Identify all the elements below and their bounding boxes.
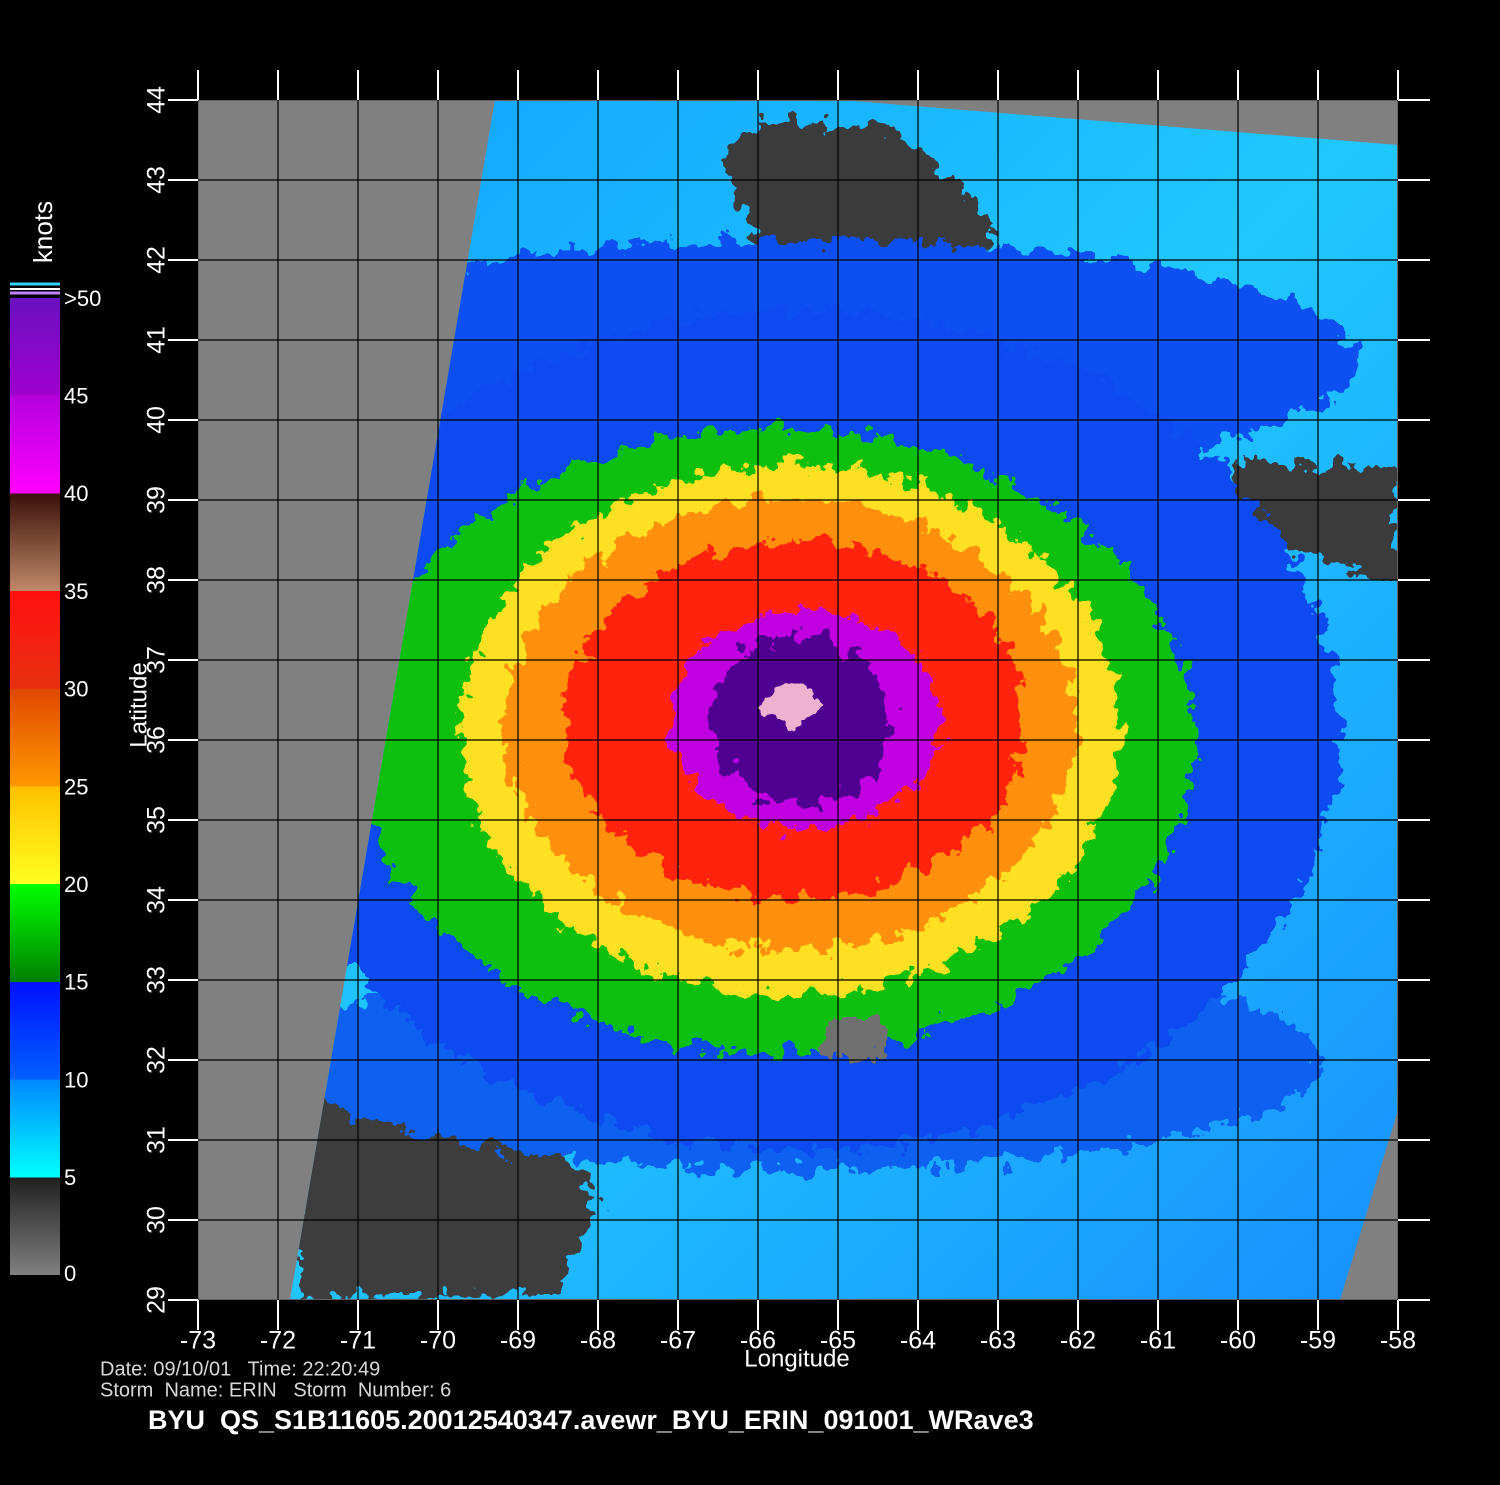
colorbar-tick-label: 20 <box>64 872 88 897</box>
x-tick-label: -60 <box>1220 1327 1256 1355</box>
x-tick-label: -71 <box>340 1327 376 1355</box>
colorbar-tick-label: 45 <box>64 384 88 409</box>
colorbar-tick-label: 15 <box>64 970 88 995</box>
colorbar-ticks: 0 5 10 15 20 25 30 35 40 45 >50 <box>64 286 101 1286</box>
x-tick-label: -70 <box>420 1327 456 1355</box>
colorbar-label: knots <box>28 201 58 263</box>
x-tick-label: -62 <box>1060 1327 1096 1355</box>
x-tick-label: -67 <box>660 1327 696 1355</box>
y-tick-label: 37 <box>143 646 171 674</box>
x-tick-label: -65 <box>820 1327 856 1355</box>
x-axis-label: Longitude <box>744 1345 849 1372</box>
y-axis-label: Latitude <box>125 662 152 747</box>
colorbar-tick-label: 10 <box>64 1067 88 1092</box>
y-tick-label: 42 <box>143 246 171 274</box>
grid <box>197 99 1399 1301</box>
x-tick-label: -69 <box>500 1327 536 1355</box>
colorbar-tick-label: 5 <box>64 1165 76 1190</box>
colorbar-tick-label: 40 <box>64 481 88 506</box>
annotation: Storm Name: ERIN Storm Number: 6 <box>100 1379 451 1401</box>
colorbar-tick-label: 0 <box>64 1261 76 1286</box>
colorbar-tick-label: 25 <box>64 774 88 799</box>
x-tick-label: -72 <box>260 1327 296 1355</box>
y-tick-label: 40 <box>143 406 171 434</box>
annotation: Date: 09/10/01 Time: 22:20:49 <box>100 1358 380 1380</box>
colorbar <box>10 298 60 1275</box>
x-tick-label: -61 <box>1140 1327 1176 1355</box>
y-tick-label: 34 <box>143 886 171 914</box>
x-tick-label: -73 <box>180 1327 216 1355</box>
colorbar-tick-label: >50 <box>64 286 101 311</box>
y-tick-label: 30 <box>143 1206 171 1234</box>
y-tick-label: 29 <box>143 1286 171 1314</box>
y-tick-label: 31 <box>143 1126 171 1154</box>
y-tick-label: 39 <box>143 486 171 514</box>
y-tick-label: 36 <box>143 726 171 754</box>
y-tick-label: 41 <box>143 326 171 354</box>
y-tick-label: 32 <box>143 1046 171 1074</box>
x-tick-label: -58 <box>1380 1327 1416 1355</box>
x-tick-label: -66 <box>740 1327 776 1355</box>
x-tick-label: -63 <box>980 1327 1016 1355</box>
x-tick-label: -68 <box>580 1327 616 1355</box>
chart-title: BYU QS_S1B11605.20012540347.avewr_BYU_ER… <box>148 1405 1034 1435</box>
y-tick-label: 43 <box>143 166 171 194</box>
y-tick-label: 35 <box>143 806 171 834</box>
y-tick-label: 33 <box>143 966 171 994</box>
colorbar-tick-label: 35 <box>64 579 88 604</box>
wind-field <box>198 100 1398 1300</box>
y-tick-label: 38 <box>143 566 171 594</box>
x-tick-label: -64 <box>900 1327 936 1355</box>
axes: -73 -72 -71 -70 -69 -68 -67 -66 -65 -64 -63 -62 -61 -… <box>143 70 1430 1355</box>
x-tick-label: -59 <box>1300 1327 1336 1355</box>
y-tick-label: 44 <box>143 86 171 114</box>
colorbar-tick-label: 30 <box>64 677 88 702</box>
